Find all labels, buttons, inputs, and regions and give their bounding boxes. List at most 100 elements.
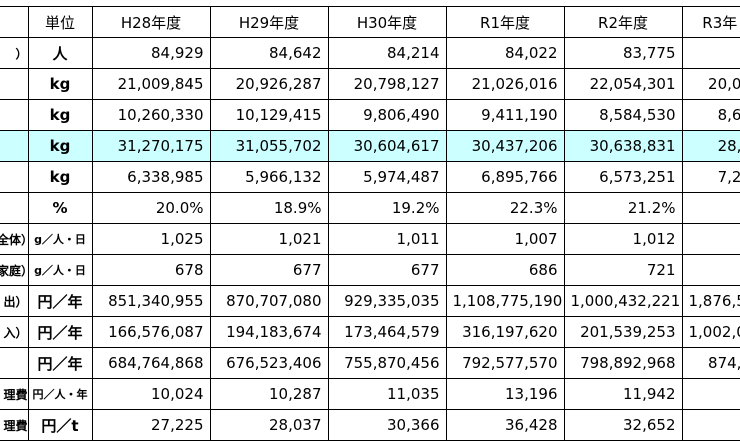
unit-cell: kg [27, 68, 93, 100]
value-cell: 20,798,127 [327, 68, 447, 100]
table-row: kg 10,260,330 10,129,415 9,806,490 9,411,190… [0, 99, 740, 131]
value-cell: 84,642 [209, 37, 329, 69]
value-cell: 6,573,251 [563, 161, 683, 193]
value-cell: 173,464,579 [327, 316, 447, 348]
value-cell: 22,054,301 [563, 68, 683, 100]
unit-cell: 円／年 [27, 285, 93, 317]
value-cell: 792,577,570 [445, 347, 565, 379]
unit-cell: kg [27, 99, 93, 131]
value-cell: 677 [209, 254, 329, 286]
value-cell: 7,26 [681, 161, 740, 193]
header-row: 単位 H28年度 H29年度 H30年度 R1年度 R2年度 R3年 [0, 6, 740, 38]
value-cell [681, 192, 740, 224]
value-cell: 28,7 [681, 130, 740, 162]
value-cell: 316,197,620 [445, 316, 565, 348]
value-cell: 798,892,968 [563, 347, 683, 379]
value-cell: 5,974,487 [327, 161, 447, 193]
value-cell: 1,007 [445, 223, 565, 255]
table-row: kg 21,009,845 20,926,287 20,798,127 21,026,0… [0, 68, 740, 100]
value-cell: 9,411,190 [445, 99, 565, 131]
value-cell: 31,055,702 [209, 130, 329, 162]
value-cell: 20.0% [91, 192, 211, 224]
value-cell: 30,604,617 [327, 130, 447, 162]
header-unit-cell: 単位 [27, 6, 93, 38]
value-cell: 28,037 [209, 409, 329, 441]
value-cell: 686 [445, 254, 565, 286]
value-cell: 36,428 [445, 409, 565, 441]
unit-cell: 円／人・年 [27, 378, 93, 410]
unit-cell: g／人・日 [27, 254, 93, 286]
value-cell: 201,539,253 [563, 316, 683, 348]
value-cell: 8 [681, 37, 740, 69]
value-cell: 874,5 [681, 347, 740, 379]
value-cell: 8,584,530 [563, 99, 683, 131]
header-year-cell: H28年度 [91, 6, 211, 38]
value-cell: 5,966,132 [209, 161, 329, 193]
value-cell: 21.2% [563, 192, 683, 224]
value-cell: 676,523,406 [209, 347, 329, 379]
value-cell: 22.3% [445, 192, 565, 224]
value-cell: 20,06 [681, 68, 740, 100]
value-cell: 10,287 [209, 378, 329, 410]
row-label-cell [0, 130, 29, 162]
value-cell: 929,335,035 [327, 285, 447, 317]
table-row: kg 6,338,985 5,966,132 5,974,487 6,895,766 6,… [0, 161, 740, 193]
value-cell: 13,196 [445, 378, 565, 410]
unit-cell: g／人・日 [27, 223, 93, 255]
value-cell: 6 [681, 409, 740, 441]
value-cell: 19.2% [327, 192, 447, 224]
value-cell: 21,009,845 [91, 68, 211, 100]
unit-cell: 円／年 [27, 347, 93, 379]
value-cell [681, 254, 740, 286]
value-cell: 677 [327, 254, 447, 286]
value-cell: 21,026,016 [445, 68, 565, 100]
row-label-cell: 全体） [0, 223, 29, 255]
header-label-cell [0, 6, 29, 38]
value-cell: 10,260,330 [91, 99, 211, 131]
header-year-cell: R1年度 [445, 6, 565, 38]
header-year-cell: R2年度 [563, 6, 683, 38]
value-cell: 27,225 [91, 409, 211, 441]
value-cell: 30,366 [327, 409, 447, 441]
row-label-cell [0, 161, 29, 193]
value-cell: 6,895,766 [445, 161, 565, 193]
value-cell: 721 [563, 254, 683, 286]
value-cell: 6,338,985 [91, 161, 211, 193]
unit-cell: % [27, 192, 93, 224]
unit-cell: kg [27, 161, 93, 193]
value-cell: 9,806,490 [327, 99, 447, 131]
value-cell: 83,775 [563, 37, 683, 69]
value-cell: 755,870,456 [327, 347, 447, 379]
header-year-cell: H30年度 [327, 6, 447, 38]
row-label-cell: 出） [0, 285, 29, 317]
value-cell: 1,011 [327, 223, 447, 255]
value-cell: 870,707,080 [209, 285, 329, 317]
value-cell: 30,638,831 [563, 130, 683, 162]
unit-cell: 人 [27, 37, 93, 69]
value-cell [681, 223, 740, 255]
value-cell: 20,926,287 [209, 68, 329, 100]
value-cell: 84,022 [445, 37, 565, 69]
row-label-cell: 入） [0, 316, 29, 348]
value-cell: 11,942 [563, 378, 683, 410]
value-cell: 84,929 [91, 37, 211, 69]
value-cell: 684,764,868 [91, 347, 211, 379]
row-label-cell: 家庭） [0, 254, 29, 286]
row-label-cell [0, 192, 29, 224]
header-year-cell: R3年 [681, 6, 740, 38]
cost-table: 単位 H28年度 H29年度 H30年度 R1年度 R2年度 R3年）人 84,929 84,6… [0, 6, 740, 441]
value-cell: 30,437,206 [445, 130, 565, 162]
table-row: % 20.0% 18.9% 19.2% 22.3% 21.2% [0, 192, 740, 224]
value-cell: 1,025 [91, 223, 211, 255]
value-cell: 2 [681, 378, 740, 410]
table-row: 入） 円／年 166,576,087 194,183,674 173,464,579 31… [0, 316, 740, 348]
value-cell: 194,183,674 [209, 316, 329, 348]
value-cell: 10,024 [91, 378, 211, 410]
value-cell: 1,002,01 [681, 316, 740, 348]
unit-cell: 円／年 [27, 316, 93, 348]
value-cell: 1,108,775,190 [445, 285, 565, 317]
